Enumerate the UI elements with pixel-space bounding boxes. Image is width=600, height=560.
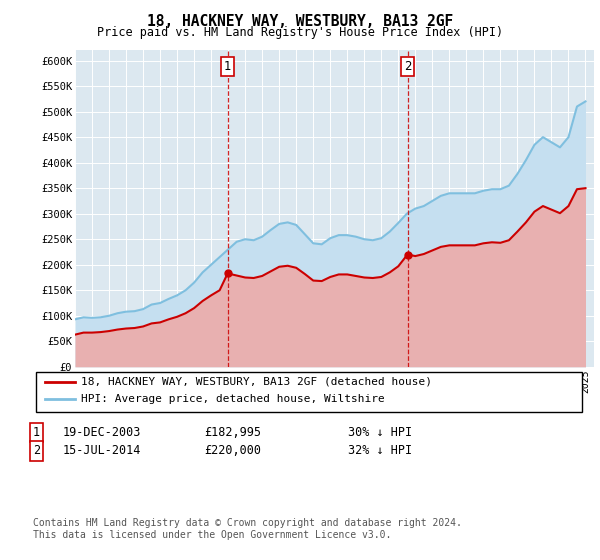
Text: HPI: Average price, detached house, Wiltshire: HPI: Average price, detached house, Wilt…	[81, 394, 385, 404]
Text: 2: 2	[404, 60, 411, 73]
Text: 32% ↓ HPI: 32% ↓ HPI	[348, 444, 412, 458]
Text: 2: 2	[33, 444, 40, 458]
Text: 15-JUL-2014: 15-JUL-2014	[63, 444, 142, 458]
Text: 18, HACKNEY WAY, WESTBURY, BA13 2GF: 18, HACKNEY WAY, WESTBURY, BA13 2GF	[147, 14, 453, 29]
Text: 19-DEC-2003: 19-DEC-2003	[63, 426, 142, 439]
Text: 18, HACKNEY WAY, WESTBURY, BA13 2GF (detached house): 18, HACKNEY WAY, WESTBURY, BA13 2GF (det…	[81, 377, 432, 387]
Text: £182,995: £182,995	[204, 426, 261, 439]
Text: Contains HM Land Registry data © Crown copyright and database right 2024.
This d: Contains HM Land Registry data © Crown c…	[33, 518, 462, 540]
Text: 1: 1	[224, 60, 232, 73]
Text: £220,000: £220,000	[204, 444, 261, 458]
Text: 30% ↓ HPI: 30% ↓ HPI	[348, 426, 412, 439]
Text: Price paid vs. HM Land Registry's House Price Index (HPI): Price paid vs. HM Land Registry's House …	[97, 26, 503, 39]
Text: 1: 1	[33, 426, 40, 439]
